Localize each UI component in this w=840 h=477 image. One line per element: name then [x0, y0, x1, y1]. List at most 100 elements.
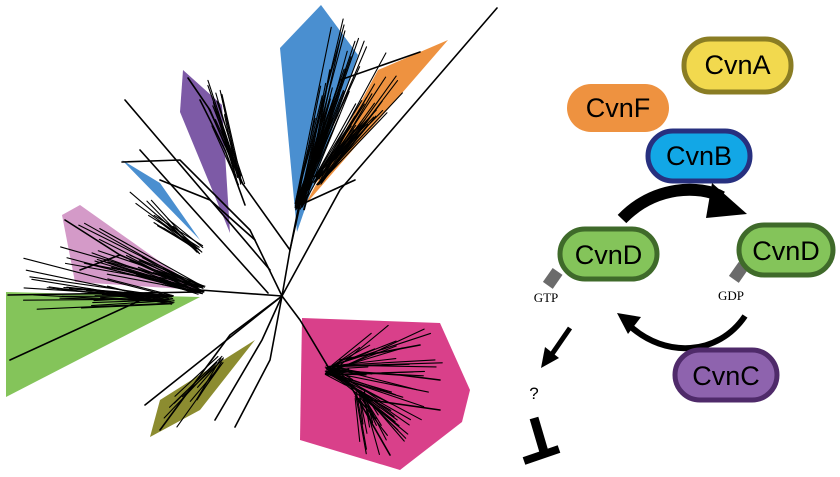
tree-leaf-branch: [86, 290, 172, 296]
tree-leaf-branch: [84, 222, 198, 288]
tree-branches: [7, 7, 498, 456]
tree-leaf-branch: [354, 398, 361, 442]
tree-leaf-branch: [362, 392, 395, 418]
cvnb-pill: CvnB: [645, 128, 753, 184]
phylogenetic-tree: [6, 5, 498, 470]
tree-leaf-branch: [321, 117, 370, 183]
tree-leaf-branch: [313, 103, 365, 183]
cvna-label: CvnA: [704, 50, 770, 80]
tree-leaf-branch: [334, 364, 437, 368]
tree-leaf-branch: [355, 390, 396, 423]
tree-leaf-branch: [332, 324, 389, 372]
tree-leaf-branch: [355, 391, 367, 450]
cvnc-label: CvnC: [692, 361, 760, 391]
tree-leaf-branch: [316, 92, 403, 186]
tree-leaf-branch: [333, 370, 381, 409]
clade-small-blue: [122, 160, 200, 240]
tree-leaf-branch: [173, 355, 223, 404]
tree-leaf-branch: [320, 112, 388, 183]
tree-leaf-branch: [94, 260, 202, 294]
tree-leaf-branch: [299, 93, 341, 210]
tree-leaf-branch: [100, 296, 172, 302]
tree-leaf-branch: [358, 397, 388, 436]
cvnf-pill: CvnF: [567, 84, 669, 132]
tree-leaf-branch: [216, 100, 246, 185]
clade-orange: [305, 40, 448, 205]
tree-leaf-branch: [297, 66, 361, 205]
tree-leaf-branch: [196, 361, 222, 401]
tree-leaf-branch: [163, 361, 218, 419]
tree-leaf-branch: [326, 328, 425, 375]
tree-leaf-tufts: [22, 18, 443, 456]
cvnf-label: CvnF: [586, 93, 651, 123]
tree-leaf-branch: [331, 366, 354, 381]
tree-leaf-branch: [363, 391, 379, 416]
cvnc-pill: CvnC: [672, 347, 780, 403]
tree-leaf-branch: [87, 263, 206, 287]
inhibition-symbol: [522, 416, 561, 465]
cvnd-left-pill: CvnD: [557, 226, 660, 282]
tree-leaf-branch: [315, 109, 384, 179]
tree-leaf-branch: [363, 390, 374, 424]
tree-leaf-branch: [153, 214, 204, 247]
gdp-label: GDP: [718, 288, 744, 303]
tree-leaf-branch: [294, 88, 338, 209]
cvnd-right-label: CvnD: [752, 236, 820, 266]
tree-leaf-branch: [318, 93, 373, 186]
tree-leaf-branch: [150, 199, 200, 253]
tree-leaf-branch: [315, 99, 363, 176]
cvnd-left-label: CvnD: [575, 240, 643, 270]
cvna-pill: CvnA: [681, 36, 794, 95]
tree-leaf-branch: [363, 397, 371, 428]
tree-leaf-branch: [80, 303, 170, 309]
cvn-regulatory-cycle: CvnA CvnF CvnB CvnD GTP CvnD: [522, 36, 836, 465]
tree-leaf-branch: [22, 298, 170, 301]
tree-leaf-branch: [355, 394, 367, 455]
tree-leaf-branch: [324, 373, 346, 386]
cvnd-right-pill: CvnD: [736, 222, 836, 278]
cvnb-label: CvnB: [666, 141, 732, 171]
tree-leaf-branch: [219, 120, 239, 186]
clade-green: [6, 292, 200, 397]
tree-leaf-branch: [302, 90, 350, 208]
tree-leaf-branch: [78, 224, 204, 288]
tree-leaf-branch: [295, 26, 332, 202]
activation-arrow-head: [706, 183, 747, 218]
gtp-stalk: [542, 268, 563, 289]
tree-leaf-branch: [325, 370, 429, 393]
tree-leaf-branch: [29, 276, 168, 298]
unknown-effector-label: ?: [529, 384, 538, 403]
tree-leaf-branch: [33, 294, 173, 303]
inactivation-arrow-curve: [627, 314, 748, 352]
tree-leaf-branch: [328, 372, 412, 421]
tree-leaf-branch: [135, 273, 199, 295]
tree-leaf-branch: [162, 268, 199, 289]
tree-leaf-branch: [91, 252, 202, 294]
tree-leaf-branch: [23, 287, 168, 298]
gtp-label: GTP: [534, 290, 559, 305]
tree-leaf-branch: [91, 300, 167, 307]
tree-leaf-branch: [331, 359, 436, 367]
tree-leaf-branch: [360, 390, 387, 441]
tree-leaf-branch: [326, 370, 424, 377]
tree-leaf-branch: [157, 220, 196, 251]
downstream-arrow: [547, 326, 573, 359]
tree-leaf-branch: [325, 347, 361, 371]
tree-leaf-branch: [330, 370, 426, 375]
tree-leaf-branch: [220, 93, 242, 185]
tree-leaf-branch: [36, 302, 174, 310]
tree-leaf-branch: [294, 95, 323, 207]
tree-leaf-branch: [315, 115, 356, 178]
tree-leaf-branch: [174, 356, 219, 397]
tree-leaf-branch: [356, 397, 369, 416]
inactivation-arrow-head: [617, 313, 641, 334]
tree-leaf-branch: [321, 75, 397, 180]
tree-leaf-branch: [332, 372, 422, 421]
tree-leaf-branch: [302, 40, 365, 203]
tree-leaf-branch: [358, 390, 368, 434]
downstream-arrow-head: [541, 347, 559, 368]
tree-leaf-branch: [331, 332, 372, 366]
tree-leaf-branch: [23, 257, 169, 297]
